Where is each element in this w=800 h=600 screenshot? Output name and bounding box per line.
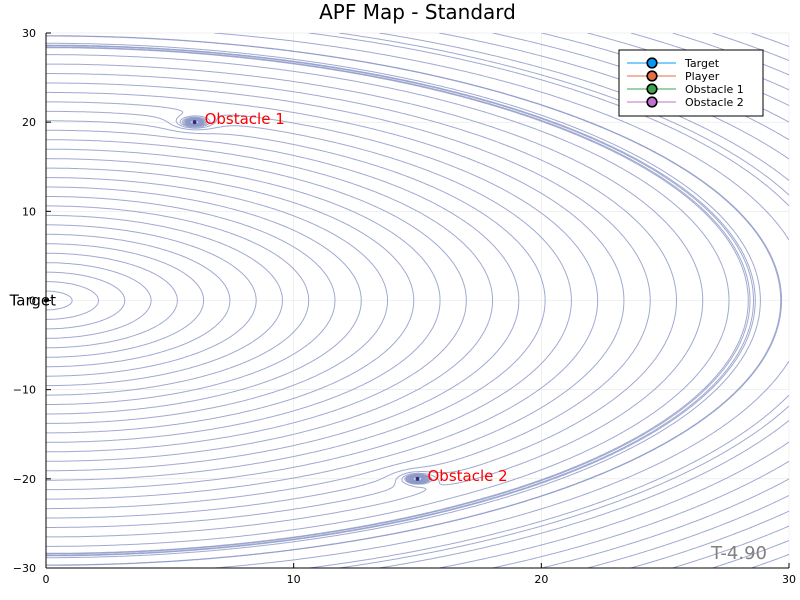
contour-line: [46, 129, 520, 472]
obstacle-label: Obstacle 1: [205, 110, 285, 128]
markers: Target Obstacle 1 Obstacle 2: [9, 110, 508, 485]
contour-line: [46, 167, 415, 434]
contour-line: [186, 33, 789, 568]
contour-line: [46, 120, 546, 481]
contour-line: [46, 252, 178, 349]
contour-line: [46, 82, 651, 519]
legend-label: Target: [684, 57, 720, 70]
contour-line: [46, 271, 126, 330]
y-tick-label: 10: [22, 205, 36, 218]
y-tick-label: 20: [22, 116, 36, 129]
y-tick-label: 30: [22, 27, 36, 40]
grid-lines: [45, 32, 790, 569]
obstacle-label: Obstacle 2: [428, 467, 508, 485]
x-tick-label: 30: [782, 573, 796, 586]
x-tick-label: 10: [287, 573, 301, 586]
legend-label: Player: [685, 70, 720, 83]
legend-marker: [646, 57, 658, 69]
contour-line: [46, 214, 283, 387]
legend-marker: [646, 83, 658, 95]
contour-line: [46, 44, 756, 557]
contour-line: [46, 186, 362, 415]
contour-line: [46, 73, 677, 528]
contour-line: [46, 47, 749, 554]
x-tick-label: 0: [43, 573, 50, 586]
contour-line: [46, 243, 205, 358]
contour-line: [46, 158, 441, 443]
contour-line: [46, 281, 99, 320]
contour-line: [46, 205, 310, 396]
contour-line: [46, 46, 751, 555]
contour-line: [46, 42, 761, 559]
legend-box: [618, 49, 764, 117]
legend-marker: [646, 96, 658, 108]
contour-line: [46, 148, 467, 453]
obstacle-marker: [415, 476, 420, 481]
target-marker: [44, 298, 48, 303]
obstacle-marker: [192, 120, 197, 125]
contour-line: [46, 35, 782, 566]
contour-line: [46, 139, 494, 462]
contour-line: [46, 233, 231, 368]
legend-label: Obstacle 1: [685, 83, 744, 96]
contour-line: [46, 45, 754, 556]
contour-line: [46, 262, 152, 339]
contour-line: [46, 110, 572, 491]
contour-line: [46, 101, 599, 500]
corner-label: T-4.90: [710, 543, 767, 564]
y-tick-label: −20: [13, 473, 36, 486]
y-tick-label: −30: [13, 562, 36, 575]
axes: 0 10 20 30 −30 −20 −10 0 10 20 30: [13, 27, 796, 586]
x-tick-label: 20: [534, 573, 548, 586]
contour-line: [189, 119, 423, 482]
y-tick-label: −10: [13, 384, 36, 397]
contour-line: [46, 196, 336, 405]
contour-line: [46, 91, 625, 510]
y-tick-label: 0: [29, 295, 36, 308]
contour-line: [46, 290, 73, 311]
contour-line: [46, 63, 704, 538]
contour-line: [46, 177, 388, 424]
contour-line: [46, 224, 257, 377]
chart-title: APF Map - Standard: [319, 0, 516, 24]
legend-label: Obstacle 2: [685, 96, 744, 109]
legend-marker: [646, 70, 658, 82]
contour-line: [46, 54, 730, 547]
target-label: Target: [9, 292, 57, 310]
